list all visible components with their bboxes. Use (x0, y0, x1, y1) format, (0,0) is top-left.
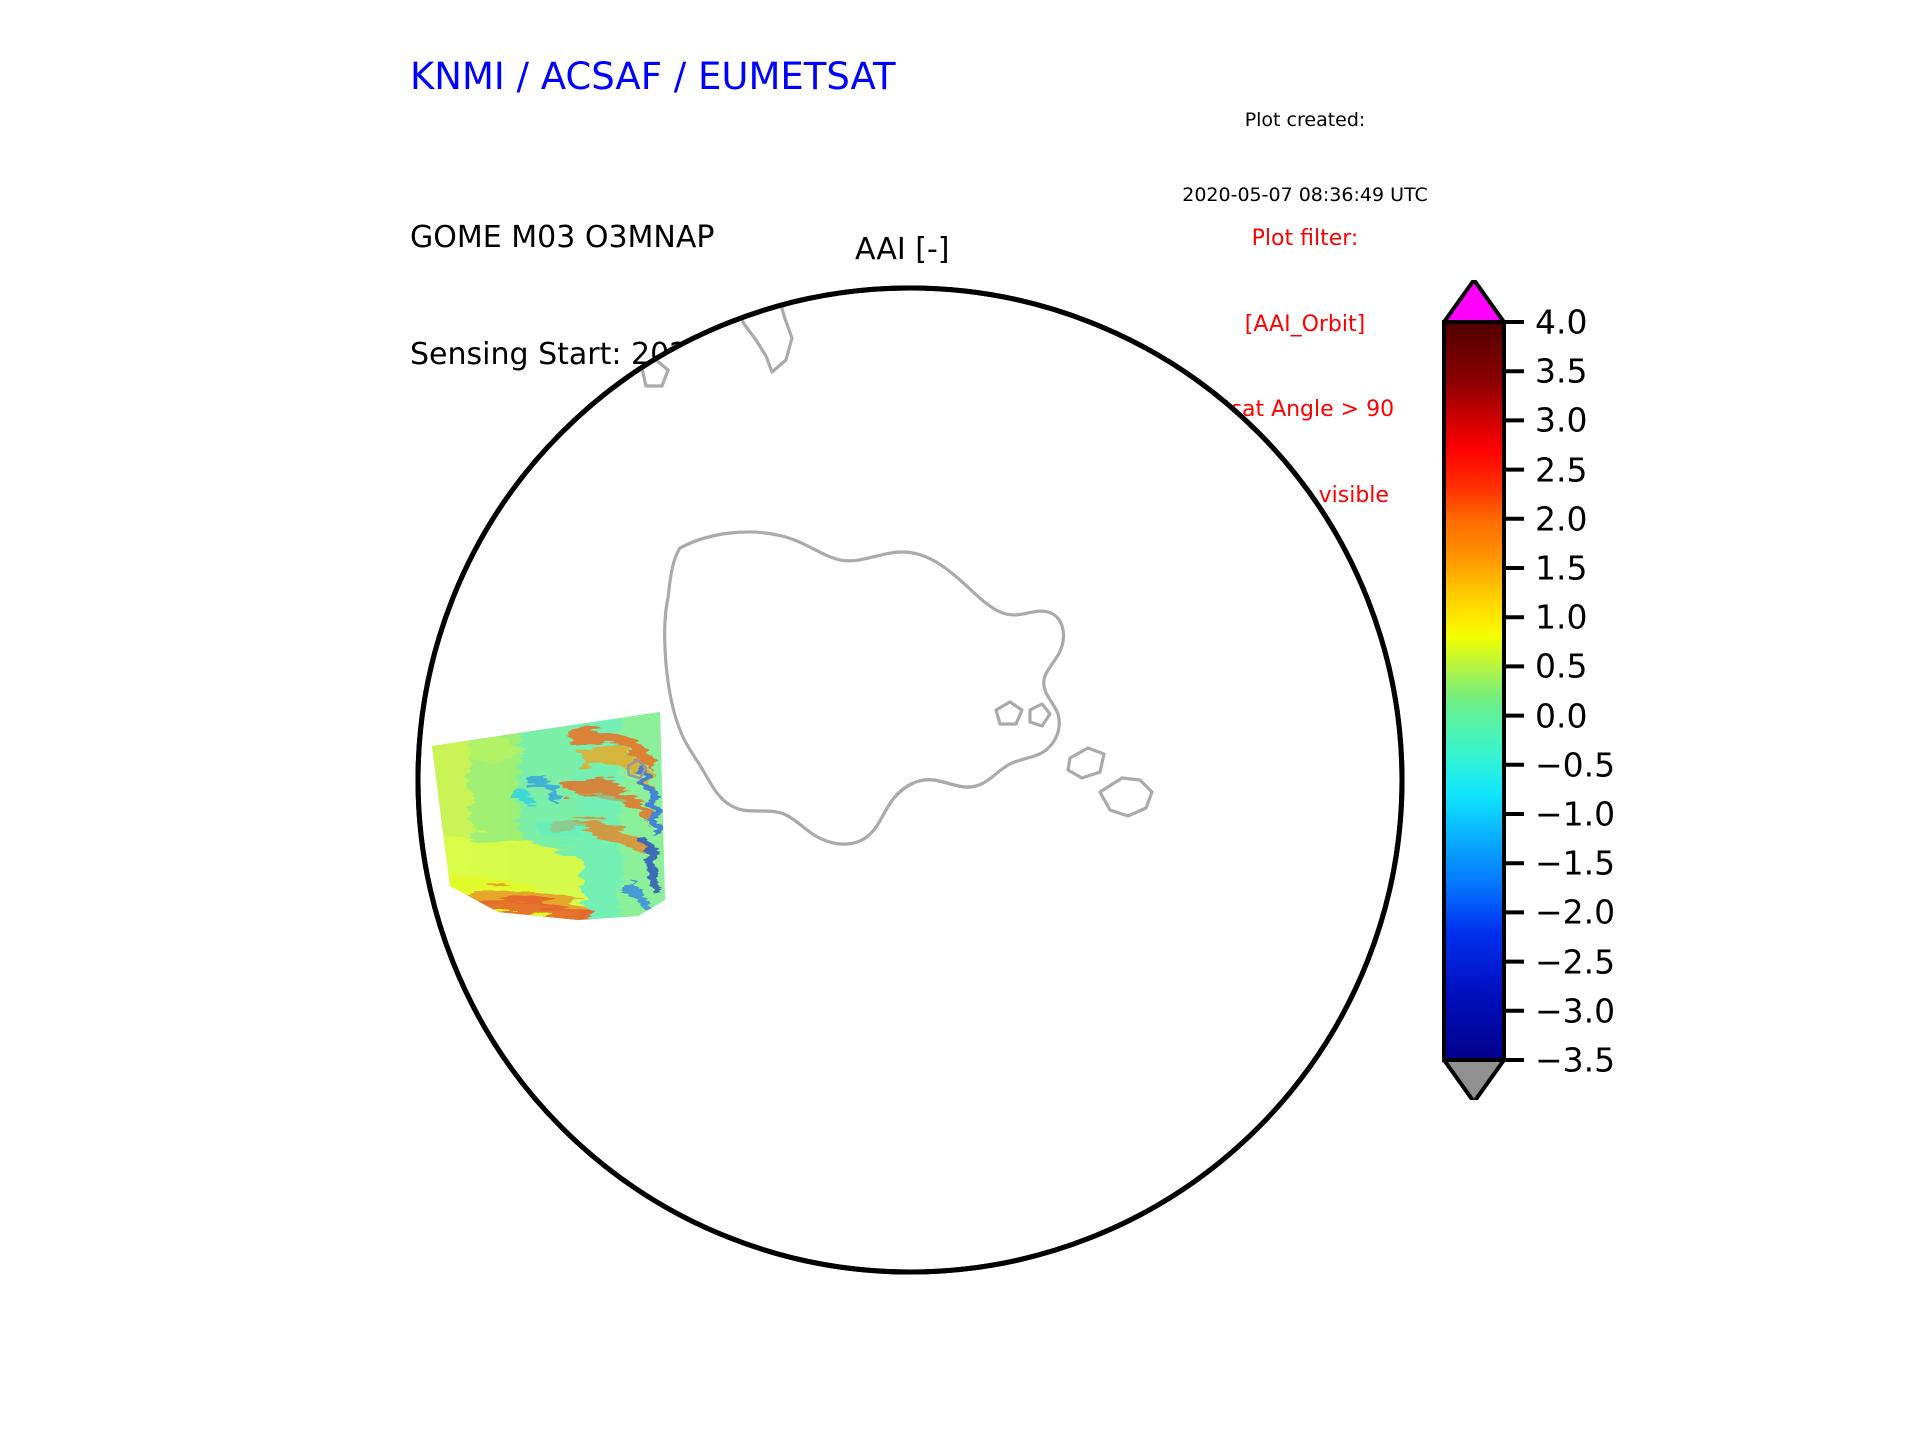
plot-created-label: Plot created: (1244, 109, 1366, 131)
plot-filter-product: [AAI_Orbit] (1244, 311, 1366, 337)
colorbar-tick-label: −0.5 (1535, 745, 1616, 785)
organization-header: KNMI / ACSAF / EUMETSAT (410, 55, 896, 98)
colorbar-bar (1442, 320, 1506, 1062)
colorbar-tick-label: −3.5 (1535, 1040, 1616, 1080)
coastline-ross-inlet (892, 778, 978, 800)
globe-outline (415, 285, 1405, 1275)
colorbar-tick-label: 1.0 (1535, 597, 1588, 637)
colorbar-tick-label: −1.5 (1535, 843, 1616, 883)
colorbar-tick-label: 1.5 (1535, 548, 1588, 588)
coastline-antarctica-main (663, 530, 1066, 846)
colorbar-tick-label: 2.0 (1535, 499, 1588, 539)
colorbar-tick-label: 3.0 (1535, 400, 1588, 440)
variable-subtitle: AAI [-] (855, 232, 950, 267)
colorbar-tick-label: −2.5 (1535, 942, 1616, 982)
coastline-antarctic-peninsula-islands (1066, 746, 1106, 780)
plot-created-block: Plot created: 2020-05-07 08:36:49 UTC (1160, 58, 1450, 233)
colorbar-canvas (1442, 280, 1524, 1100)
colorbar-tick-label: −2.0 (1535, 892, 1616, 932)
polar-map (410, 280, 1410, 1280)
colorbar-tick-label: 4.0 (1535, 302, 1588, 342)
instrument-title: GOME M03 O3MNAP (410, 220, 715, 255)
coastline-south-america (1098, 776, 1154, 818)
colorbar-tick-label: −1.0 (1535, 794, 1616, 834)
colorbar-tick-label: 3.5 (1535, 351, 1588, 391)
coastline-under-swath (626, 758, 648, 780)
colorbar-tick-label: 0.5 (1535, 646, 1588, 686)
colorbar-tick-label: 0.0 (1535, 696, 1588, 736)
colorbar-tick-label: 2.5 (1535, 450, 1588, 490)
colorbar-under-arrow (1442, 1058, 1506, 1100)
coastline-island-b (1028, 702, 1052, 728)
plot-created-timestamp: 2020-05-07 08:36:49 UTC (1182, 184, 1428, 206)
colorbar-over-arrow (1442, 280, 1506, 324)
data-swath (432, 712, 665, 920)
colorbar-tick-label: −3.0 (1535, 991, 1616, 1031)
plot-filter-label: Plot filter: (1251, 226, 1359, 251)
colorbar: 4.0 3.5 3.0 2.5 2.0 1.5 1.0 0.5 0.0 −0.5… (1435, 280, 1775, 1100)
colorbar-ticks (1504, 320, 1524, 1062)
coastline-island-a (994, 700, 1024, 726)
map-canvas (415, 285, 1405, 1275)
